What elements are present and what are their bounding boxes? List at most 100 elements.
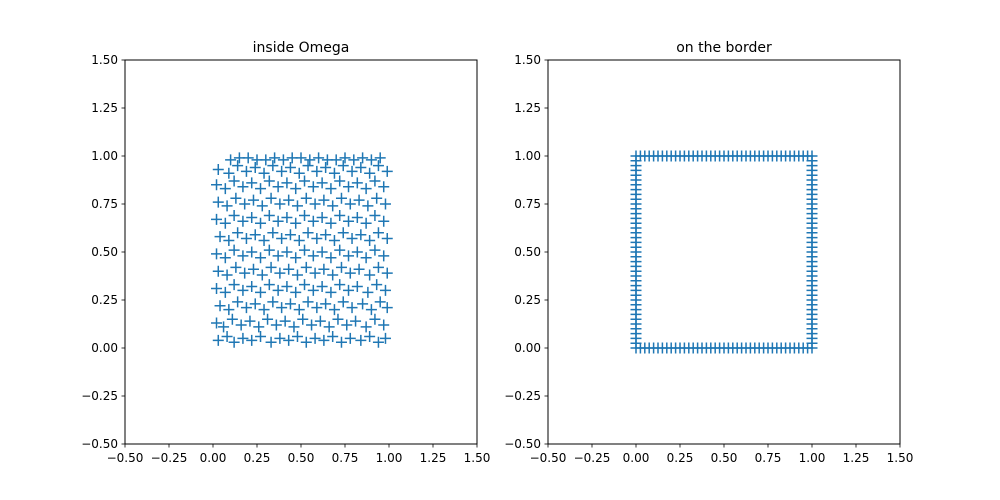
data-point <box>232 296 244 308</box>
x-tick-label: 0.75 <box>755 451 782 465</box>
data-point <box>221 330 233 342</box>
data-point <box>291 330 303 342</box>
scatter-points <box>630 150 818 354</box>
data-point <box>283 263 295 275</box>
data-point <box>281 211 293 223</box>
data-point <box>306 319 318 331</box>
data-point <box>311 302 323 314</box>
data-point <box>276 302 288 314</box>
y-tick-label: 1.00 <box>91 149 118 163</box>
y-axis: −0.50 −0.25 0.00 0.25 0.50 0.75 1.00 1.25 1.50 <box>504 53 548 451</box>
data-point <box>360 321 372 333</box>
data-point <box>371 279 383 291</box>
data-point <box>276 165 288 177</box>
x-axis: −0.50 −0.25 0.00 0.25 0.50 0.75 1.00 1.25 1.50 <box>107 444 491 465</box>
data-point <box>371 192 383 204</box>
data-point <box>284 162 296 174</box>
data-point <box>263 210 275 222</box>
data-point <box>255 183 267 195</box>
data-point <box>334 210 346 222</box>
data-point <box>272 250 284 262</box>
data-point <box>381 165 393 177</box>
data-point <box>351 281 363 293</box>
data-point <box>311 233 323 245</box>
data-point <box>284 229 296 241</box>
data-point <box>332 313 344 325</box>
data-point <box>290 217 302 229</box>
data-point <box>309 267 321 279</box>
data-point <box>283 194 295 206</box>
data-point <box>230 192 242 204</box>
data-point <box>211 179 223 191</box>
data-point <box>246 246 258 258</box>
data-point <box>307 250 319 262</box>
data-point <box>255 286 267 298</box>
data-point <box>372 227 384 239</box>
data-point <box>228 244 240 256</box>
data-point <box>320 162 332 174</box>
data-point <box>219 183 231 195</box>
data-point <box>302 160 314 172</box>
data-point <box>244 315 256 327</box>
data-point <box>351 246 363 258</box>
x-tick-label: 1.25 <box>420 451 447 465</box>
data-point <box>265 261 277 273</box>
data-point <box>247 263 259 275</box>
y-tick-label: 1.25 <box>514 101 541 115</box>
y-tick-label: 1.50 <box>514 53 541 67</box>
data-point <box>337 160 349 172</box>
data-point <box>364 330 376 342</box>
data-point <box>365 154 377 166</box>
data-point <box>328 167 340 179</box>
data-point <box>211 282 223 294</box>
data-point <box>351 177 363 189</box>
y-tick-label: 1.00 <box>514 149 541 163</box>
data-point <box>219 286 231 298</box>
data-point <box>253 321 265 333</box>
data-point <box>328 304 340 316</box>
data-point <box>381 267 393 279</box>
data-point <box>309 332 321 344</box>
data-point <box>362 200 374 212</box>
data-point <box>291 269 303 281</box>
data-point <box>343 250 355 262</box>
data-point <box>362 286 374 298</box>
data-point <box>355 229 367 241</box>
data-point <box>235 319 247 331</box>
x-tick-label: 1.50 <box>464 451 491 465</box>
data-point <box>320 298 332 310</box>
data-point <box>265 336 277 348</box>
data-point <box>378 215 390 227</box>
data-point <box>274 198 286 210</box>
data-point <box>256 200 268 212</box>
data-point <box>302 227 314 239</box>
data-point <box>276 233 288 245</box>
data-point <box>335 192 347 204</box>
data-point <box>374 296 386 308</box>
data-point <box>299 244 311 256</box>
data-point <box>284 298 296 310</box>
data-point <box>325 252 337 264</box>
data-point <box>223 304 235 316</box>
data-point <box>214 300 226 312</box>
data-point <box>300 336 312 348</box>
data-point <box>211 248 223 260</box>
data-point <box>290 252 302 264</box>
data-point <box>335 336 347 348</box>
x-tick-label: 0.00 <box>200 451 227 465</box>
data-point <box>297 313 309 325</box>
data-point <box>343 181 355 193</box>
y-tick-label: −0.50 <box>81 437 118 451</box>
data-point <box>225 154 237 166</box>
data-point <box>334 244 346 256</box>
x-tick-label: 1.25 <box>843 451 870 465</box>
data-point <box>239 198 251 210</box>
data-point <box>337 227 349 239</box>
data-point <box>246 211 258 223</box>
data-point <box>381 233 393 245</box>
data-point <box>327 269 339 281</box>
data-point <box>369 175 381 187</box>
x-tick-label: 1.00 <box>799 451 826 465</box>
data-point <box>262 313 274 325</box>
